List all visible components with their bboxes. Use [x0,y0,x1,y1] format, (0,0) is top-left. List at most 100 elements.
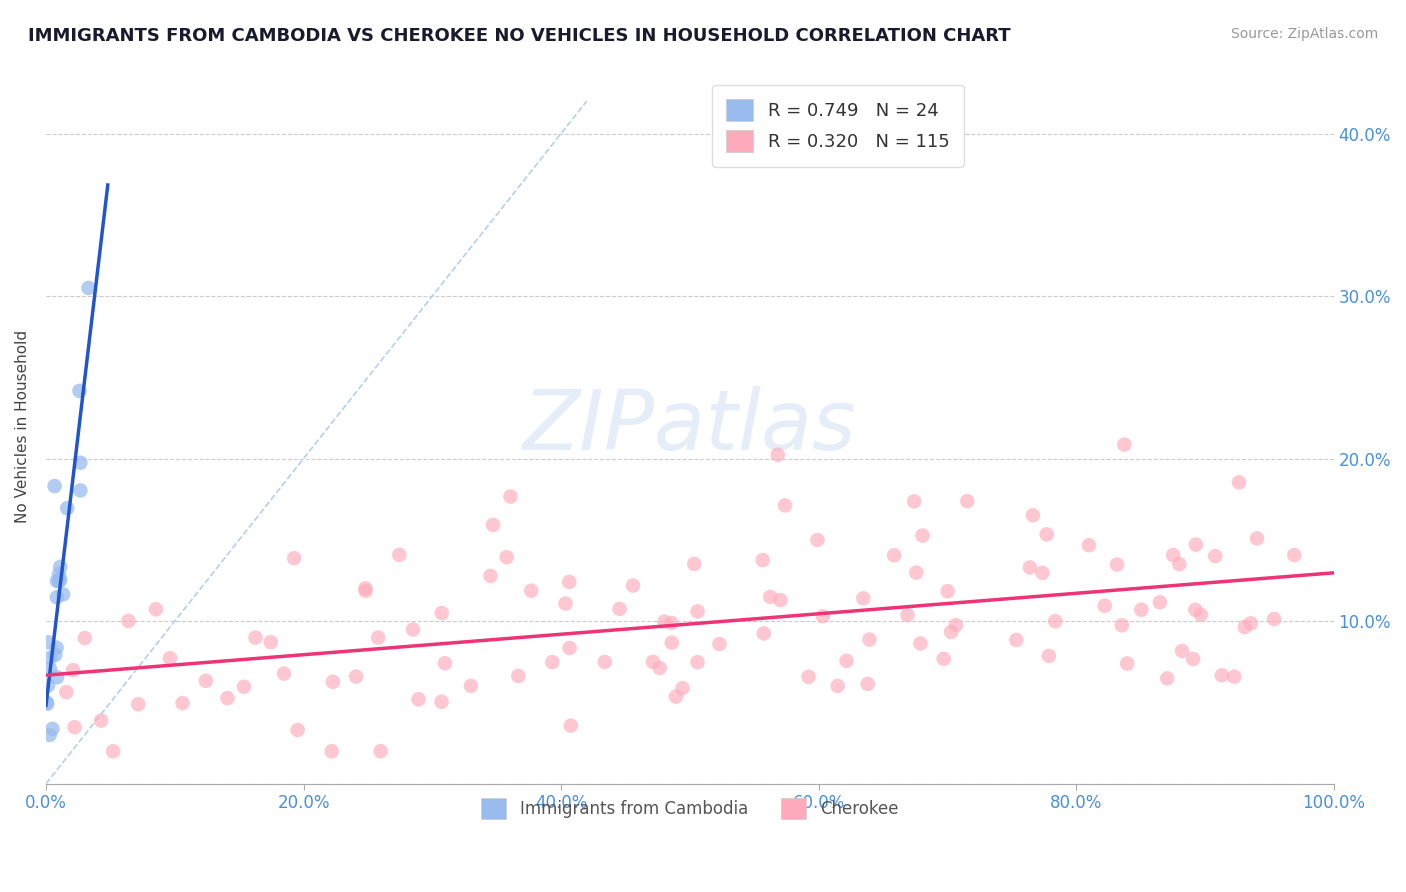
Point [1168,558,1191,572]
Point [479,569,502,583]
Point [1105,558,1128,572]
Point [560,718,582,732]
Point [55,685,77,699]
Point [766,448,789,462]
Point [1031,566,1053,580]
Point [194,673,217,688]
Point [1184,603,1206,617]
Point [233,680,256,694]
Point [932,652,955,666]
Point [1223,670,1246,684]
Point [127,697,149,711]
Point [63,720,86,734]
Point [44,479,66,493]
Point [1246,532,1268,546]
Point [62,663,84,677]
Point [1094,599,1116,613]
Text: ZIPatlas: ZIPatlas [523,385,856,467]
Point [508,669,530,683]
Point [665,690,688,704]
Point [287,723,309,737]
Point [858,632,880,647]
Point [52,587,75,601]
Point [45,574,67,588]
Point [661,615,683,630]
Point [217,691,239,706]
Point [769,593,792,607]
Point [321,744,343,758]
Point [939,624,962,639]
Point [661,635,683,649]
Point [910,636,932,650]
Legend: Immigrants from Cambodia, Cherokee: Immigrants from Cambodia, Cherokee [475,792,905,825]
Point [956,494,979,508]
Point [322,674,344,689]
Point [1111,618,1133,632]
Point [911,528,934,542]
Point [1149,595,1171,609]
Point [683,557,706,571]
Point [41,722,63,736]
Point [499,490,522,504]
Point [1189,607,1212,622]
Point [69,384,91,398]
Point [1233,620,1256,634]
Point [273,666,295,681]
Point [835,654,858,668]
Point [49,573,72,587]
Point [686,604,709,618]
Point [1038,648,1060,663]
Point [460,679,482,693]
Point [1005,632,1028,647]
Point [1182,652,1205,666]
Point [1156,672,1178,686]
Point [945,618,967,632]
Point [482,517,505,532]
Point [73,631,96,645]
Point [752,626,775,640]
Point [827,679,849,693]
Point [709,637,731,651]
Point [77,281,100,295]
Point [159,651,181,665]
Point [654,615,676,629]
Point [37,678,59,692]
Point [541,655,564,669]
Point [671,681,693,695]
Point [35,696,58,710]
Point [45,591,67,605]
Point [806,533,828,547]
Point [38,728,60,742]
Point [759,590,782,604]
Point [1116,657,1139,671]
Point [56,501,79,516]
Point [520,583,543,598]
Point [283,551,305,566]
Point [408,692,430,706]
Point [1211,668,1233,682]
Text: Source: ZipAtlas.com: Source: ZipAtlas.com [1230,27,1378,41]
Point [172,696,194,710]
Point [609,602,631,616]
Point [852,591,875,606]
Point [45,640,67,655]
Point [1284,548,1306,562]
Point [260,635,283,649]
Point [101,744,124,758]
Point [39,651,62,665]
Point [433,657,456,671]
Point [811,609,834,624]
Point [46,670,69,684]
Point [430,606,453,620]
Point [1045,614,1067,628]
Y-axis label: No Vehicles in Household: No Vehicles in Household [15,329,30,523]
Point [1185,538,1208,552]
Point [430,695,453,709]
Point [38,662,60,676]
Point [1171,644,1194,658]
Point [1204,549,1226,563]
Point [48,574,70,589]
Point [1227,475,1250,490]
Point [883,549,905,563]
Point [905,566,928,580]
